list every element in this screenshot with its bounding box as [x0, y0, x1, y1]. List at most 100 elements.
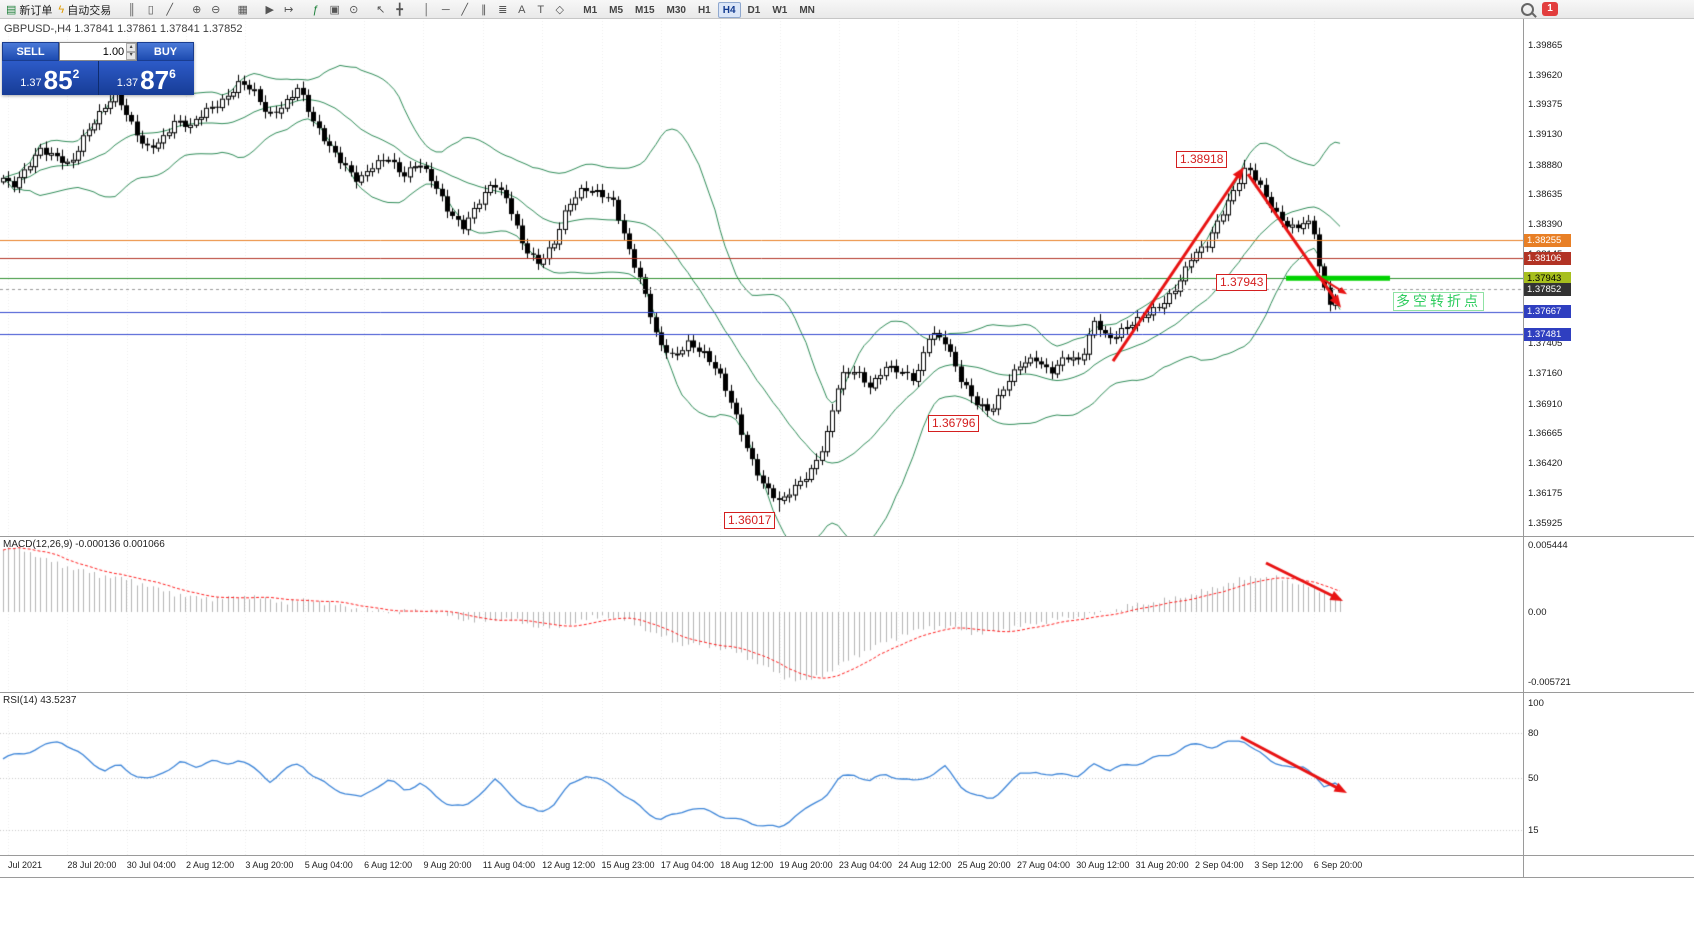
line-chart-button[interactable]: ╱ [161, 2, 178, 18]
new-order-icon: ▤ [6, 3, 17, 16]
timeframe-m1-button[interactable]: M1 [578, 2, 602, 18]
candlestick-chart-button[interactable]: ▯ [142, 2, 159, 18]
macd-scale-label: 0.00 [1528, 607, 1547, 618]
time-axis-label: 31 Aug 20:00 [1135, 860, 1189, 870]
vline-tool-button[interactable]: │ [418, 2, 435, 18]
timeframe-m30-button[interactable]: M30 [662, 2, 691, 18]
timeframe-h1-button[interactable]: H1 [693, 2, 716, 18]
indicators-icon: ƒ [312, 3, 319, 16]
crosshair-icon: ╋ [396, 3, 404, 16]
new-order-label: 新订单 [19, 4, 53, 17]
time-axis-label: 18 Aug 12:00 [720, 860, 774, 870]
main-chart-canvas[interactable] [0, 18, 1523, 536]
auto-scroll-button[interactable]: ▶ [261, 2, 278, 18]
text-label-icon: T [537, 3, 545, 16]
timeframe-h4-button[interactable]: H4 [717, 2, 741, 19]
macd-panel-canvas[interactable] [0, 536, 1523, 692]
price-tag: 1.37667 [1524, 305, 1571, 319]
shapes-icon: ◇ [555, 3, 564, 16]
price-annotation-box[interactable]: 1.36796 [928, 415, 980, 432]
new-order-button[interactable]: ▤ 新订单 [4, 2, 54, 18]
auto-scroll-icon: ▶ [265, 3, 274, 16]
zoom-out-button[interactable]: ⊖ [207, 2, 224, 18]
time-axis-label: 2 Sep 04:00 [1195, 860, 1244, 870]
channel-tool-button[interactable]: ∥ [475, 2, 492, 18]
time-axis-label: 27 Aug 04:00 [1016, 860, 1070, 870]
time-axis-label: 2 Aug 12:00 [186, 860, 235, 870]
price-axis-label: 1.39865 [1528, 40, 1563, 51]
crosshair-button[interactable]: ╋ [391, 2, 408, 18]
time-axis-label: Jul 2021 [8, 860, 43, 870]
zoom-in-button[interactable]: ⊕ [188, 2, 205, 18]
new-chart-button[interactable]: ▣ [326, 2, 343, 18]
price-tag: 1.37852 [1524, 282, 1571, 296]
chart-ohlc-title: GBPUSD-,H4 1.37841 1.37861 1.37841 1.378… [4, 23, 243, 35]
tile-windows-button[interactable]: ▦ [234, 2, 251, 18]
volume-up-button[interactable]: ▴ [126, 43, 136, 52]
zoom-in-icon: ⊕ [192, 3, 202, 16]
price-tag: 1.37481 [1524, 327, 1571, 341]
hline-tool-icon: ─ [441, 3, 450, 16]
panel-separator[interactable] [0, 692, 1694, 693]
clock-button[interactable]: ⊙ [345, 2, 362, 18]
price-scale-separator [1523, 18, 1524, 877]
timeframe-w1-button[interactable]: W1 [767, 2, 792, 18]
buy-button[interactable]: BUY [137, 42, 194, 61]
buy-price-prefix: 1.37 [116, 77, 139, 89]
search-icon[interactable] [1521, 3, 1534, 16]
rsi-scale-label: 50 [1528, 772, 1539, 784]
volume-input[interactable] [60, 43, 127, 60]
hline-tool-button[interactable]: ─ [437, 2, 454, 18]
channel-tool-icon: ∥ [480, 3, 487, 16]
time-axis-label: 17 Aug 04:00 [660, 860, 714, 870]
trade-widget-controls: SELL ▴ ▾ BUY [2, 42, 194, 61]
cursor-button[interactable]: ↖ [372, 2, 389, 18]
time-axis-label: 25 Aug 20:00 [957, 860, 1011, 870]
volume-down-button[interactable]: ▾ [126, 51, 136, 60]
indicators-button[interactable]: ƒ [307, 2, 324, 18]
panel-separator [0, 855, 1694, 856]
buy-price[interactable]: 1.37 87 6 [99, 61, 195, 95]
price-annotation-box[interactable]: 1.38918 [1176, 151, 1228, 168]
panel-separator[interactable] [0, 536, 1694, 537]
autotrade-button[interactable]: ϟ 自动交易 [56, 2, 113, 18]
price-axis-label: 1.37405 [1528, 338, 1563, 350]
time-axis-label: 12 Aug 12:00 [542, 860, 596, 870]
timeframe-m5-button[interactable]: M5 [604, 2, 628, 18]
sell-price[interactable]: 1.37 85 2 [2, 61, 99, 95]
price-axis-label: 1.36665 [1528, 428, 1563, 440]
price-axis-label: 1.36420 [1528, 457, 1563, 469]
time-axis-label: 3 Sep 12:00 [1254, 860, 1303, 870]
time-axis-label: 6 Sep 20:00 [1313, 860, 1363, 870]
shapes-button[interactable]: ◇ [551, 2, 568, 18]
note-annotation[interactable]: 多空转折点 [1393, 292, 1484, 311]
text-tool-icon: A [518, 3, 526, 16]
tile-windows-icon: ▦ [237, 3, 248, 16]
volume-spin-buttons: ▴ ▾ [126, 43, 136, 60]
sell-button[interactable]: SELL [2, 42, 59, 61]
timeframe-d1-button[interactable]: D1 [743, 2, 766, 18]
price-axis-label: 1.38390 [1528, 218, 1563, 230]
rsi-panel-canvas[interactable] [0, 692, 1523, 855]
chart-shift-button[interactable]: ↦ [280, 2, 297, 18]
timeframe-m15-button[interactable]: M15 [630, 2, 659, 18]
bar-chart-icon: ║ [127, 3, 136, 16]
timeframe-mn-button[interactable]: MN [794, 2, 820, 18]
time-axis-label: 19 Aug 20:00 [779, 860, 833, 870]
fibonacci-button[interactable]: ≣ [494, 2, 511, 18]
price-annotation-box[interactable]: 1.36017 [724, 512, 776, 529]
bar-chart-button[interactable]: ║ [123, 2, 140, 18]
notification-badge[interactable]: 1 [1542, 2, 1558, 16]
line-chart-icon: ╱ [166, 3, 174, 16]
trendline-tool-button[interactable]: ╱ [456, 2, 473, 18]
text-label-button[interactable]: T [532, 2, 549, 18]
chart-shift-icon: ↦ [284, 3, 294, 16]
clock-icon: ⊙ [349, 3, 359, 16]
text-tool-button[interactable]: A [513, 2, 530, 18]
fibonacci-icon: ≣ [498, 3, 508, 16]
price-axis-label: 1.39130 [1528, 129, 1563, 141]
trendline-tool-icon: ╱ [461, 3, 469, 16]
time-axis-label: 30 Aug 12:00 [1076, 860, 1130, 870]
buy-price-big: 87 [140, 65, 170, 95]
price-annotation-box[interactable]: 1.37943 [1216, 274, 1268, 291]
